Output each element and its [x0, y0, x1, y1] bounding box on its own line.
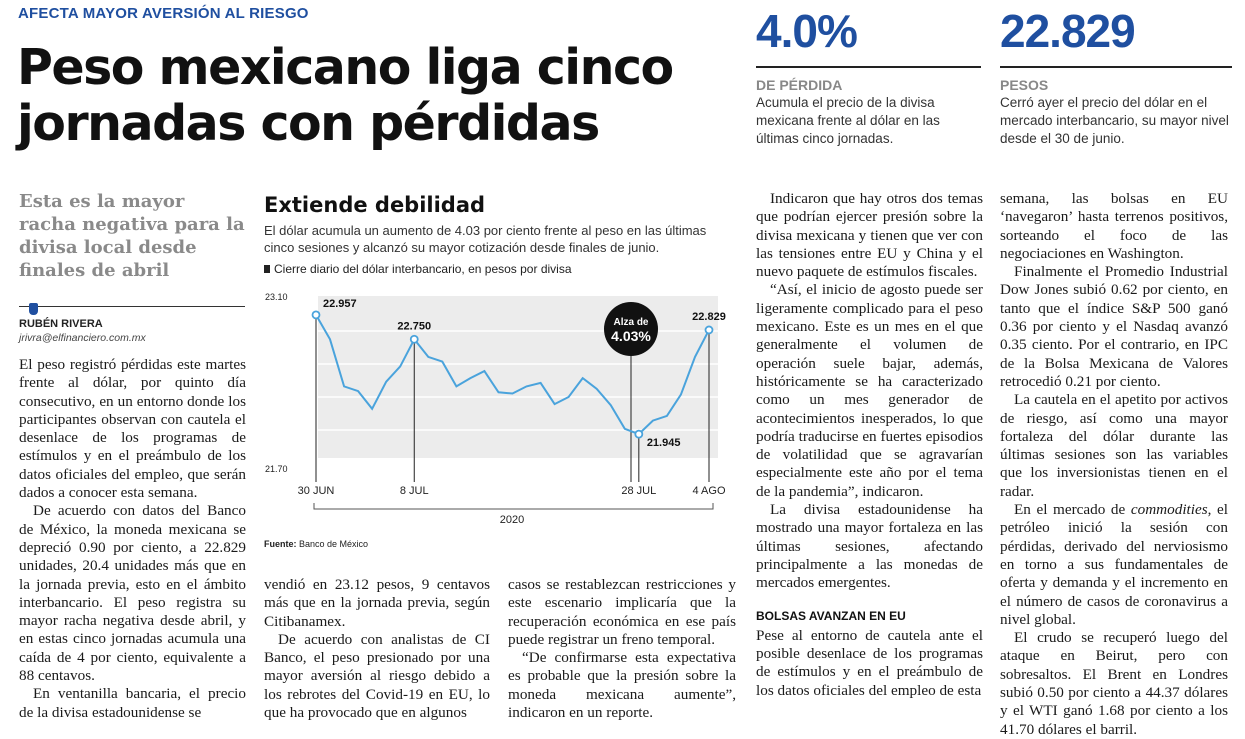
- paragraph: De acuerdo con analistas de CI Banco, el…: [264, 630, 490, 722]
- paragraph: Indicaron que hay otros dos temas que po…: [756, 190, 983, 281]
- chart-subtitle: Cierre diario del dólar interbancario, e…: [264, 262, 572, 276]
- chart-source-label: Fuente:: [264, 539, 297, 549]
- data-point: [634, 429, 644, 439]
- callout-badge: Alza de 4.03%: [604, 302, 658, 356]
- stat-loss-desc: Acumula el precio de la divisa mexicana …: [756, 95, 940, 146]
- paragraph: casos se restablezcan restricciones y es…: [508, 576, 736, 648]
- plot-background: [318, 296, 718, 458]
- x-tick-label: 8 JUL: [400, 485, 429, 497]
- chart-title: Extiende debilidad: [264, 193, 486, 217]
- year-label: 2020: [500, 514, 524, 526]
- callout-line1: Alza de: [613, 317, 648, 328]
- paragraph: vendió en 23.12 pesos, 9 centavos más qu…: [264, 576, 490, 630]
- stat-pesos: 22.829 PESOS Cerró ayer el precio del dó…: [1000, 4, 1232, 148]
- year-bracket: [313, 503, 714, 510]
- stat-pesos-value: 22.829: [1000, 5, 1136, 57]
- x-tick-label: 28 JUL: [621, 485, 656, 497]
- x-tick-label: 4 AGO: [692, 485, 725, 497]
- paragraph: Finalmente el Promedio Industrial Dow Jo…: [1000, 263, 1228, 390]
- series-line: [315, 314, 710, 436]
- paragraph: semana, las bolsas en EU ‘navegaron’ has…: [1000, 190, 1228, 262]
- text-run-italic: commodities: [1130, 501, 1208, 519]
- kicker: AFECTA MAYOR AVERSIÓN AL RIESGO: [18, 5, 309, 22]
- line-chart: 22.957 22.750 21.945 22.829 23.10 21.70 30 …: [265, 292, 726, 526]
- body-column-1: El peso registró pérdidas este martes fr…: [19, 356, 246, 722]
- text-run: , el petróleo inició la sesión con pérdi…: [1000, 501, 1228, 628]
- author: RUBÉN RIVERA: [19, 318, 103, 330]
- data-label: 21.945: [647, 437, 681, 449]
- stat-pesos-label: PESOS: [1000, 77, 1049, 93]
- bullet-square-icon: [264, 265, 270, 273]
- byline-marker-icon: [29, 303, 38, 315]
- paragraph: En ventanilla bancaria, el precio de la …: [19, 685, 246, 721]
- paragraph: “Así, el inicio de agosto puede ser lige…: [756, 281, 983, 500]
- chart-source-text: Banco de México: [299, 539, 369, 549]
- x-tick-label: 30 JUN: [298, 485, 335, 497]
- body-column-5: semana, las bolsas en EU ‘navegaron’ has…: [1000, 190, 1228, 739]
- data-label: 22.829: [692, 311, 726, 323]
- stat-loss-label: DE PÉRDIDA: [756, 77, 843, 93]
- headline: Peso mexicano liga cinco jornadas con pé…: [17, 39, 674, 152]
- y-tick-label: 21.70: [265, 464, 288, 474]
- data-point: [704, 325, 714, 335]
- data-point: [311, 310, 321, 320]
- stat-loss-rule: [756, 66, 981, 68]
- text-run: En el mercado de: [1014, 501, 1131, 519]
- paragraph: El peso registró pérdidas este martes fr…: [19, 356, 246, 502]
- byline-rule: [19, 306, 245, 307]
- data-label: 22.957: [323, 298, 357, 310]
- body-column-2: vendió en 23.12 pesos, 9 centavos más qu…: [264, 576, 490, 722]
- paragraph: La divisa estadounidense ha mostrado una…: [756, 501, 983, 592]
- paragraph: La cautela en el apetito por activos de …: [1000, 391, 1228, 500]
- author-email[interactable]: jrivra@elfinanciero.com.mx: [19, 332, 146, 344]
- chart-subtitle-text: Cierre diario del dólar interbancario, e…: [274, 262, 572, 276]
- chart-description: El dólar acumula un aumento de 4.03 por …: [264, 223, 707, 255]
- stat-pesos-rule: [1000, 66, 1232, 68]
- data-label: 22.750: [397, 320, 431, 332]
- section-subhead: BOLSAS AVANZAN EN EU: [756, 608, 906, 623]
- chart-source: Fuente: Banco de México: [264, 539, 368, 549]
- stat-loss-value: 4.0%: [756, 5, 858, 57]
- paragraph: El crudo se recuperó luego del ataque en…: [1000, 629, 1228, 738]
- callout-line2: 4.03%: [611, 328, 651, 344]
- y-tick-label: 23.10: [265, 292, 288, 302]
- paragraph: De acuerdo con datos del Banco de México…: [19, 502, 246, 685]
- stat-pesos-desc: Cerró ayer el precio del dólar en el mer…: [1000, 95, 1229, 146]
- paragraph: “De confirmarse esta expectativa es prob…: [508, 649, 736, 722]
- stat-loss: 4.0% DE PÉRDIDA Acumula el precio de la …: [756, 4, 981, 148]
- data-point: [409, 334, 419, 344]
- paragraph: Pese al entorno de cautela ante el posib…: [756, 626, 983, 699]
- deck: Esta es la mayor racha negativa para la …: [19, 191, 245, 281]
- paragraph: En el mercado de commodities, el petróle…: [1000, 501, 1228, 629]
- body-column-4: Indicaron que hay otros dos temas que po…: [756, 190, 983, 700]
- body-column-3: casos se restablezcan restricciones y es…: [508, 576, 736, 722]
